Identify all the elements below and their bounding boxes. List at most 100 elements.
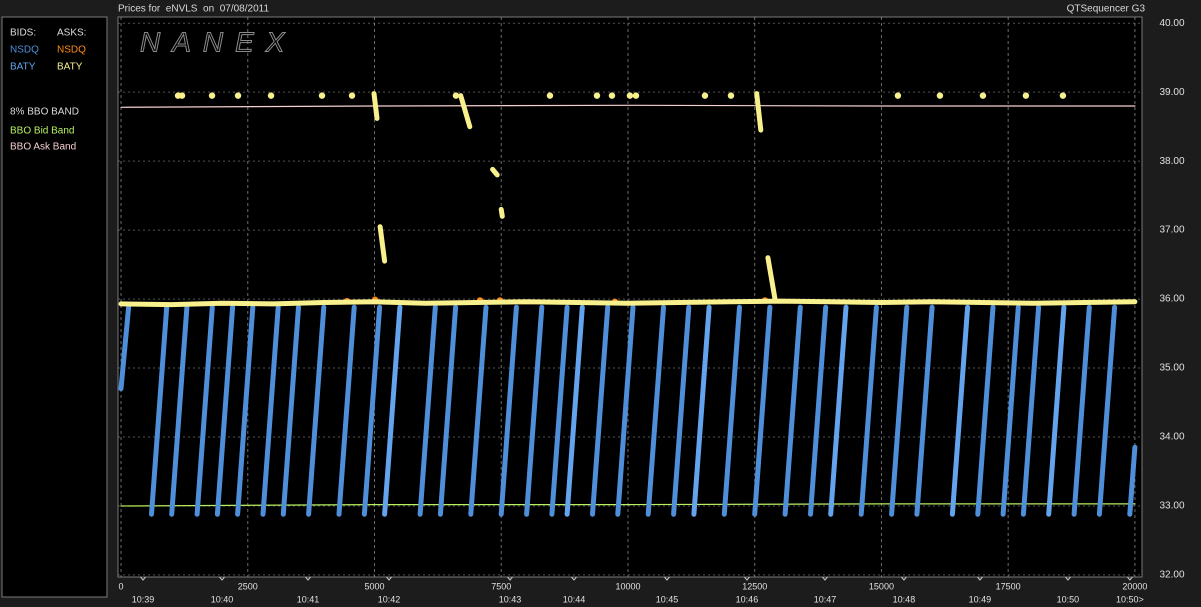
y-tick-label: 32.00: [1159, 570, 1184, 581]
time-tick-mark: [1065, 576, 1071, 581]
price-line: [1071, 304, 1092, 517]
time-tick-label: 10:49: [969, 594, 992, 604]
price-line: [468, 304, 489, 517]
time-tick-label: 10:39: [132, 594, 155, 604]
data-point: [979, 92, 987, 99]
time-tick-mark: [901, 576, 907, 581]
price-line: [671, 304, 692, 517]
price-line: [118, 298, 1138, 308]
price-line: [498, 206, 505, 219]
price-line: [615, 304, 636, 517]
price-line: [721, 304, 742, 517]
band-line: [120, 104, 1136, 108]
time-tick-mark: [571, 576, 577, 581]
time-tick-label: 10:43: [499, 594, 522, 604]
data-point: [546, 92, 554, 99]
price-line: [214, 304, 236, 517]
chart-title: Prices for eNVLS on 07/08/2011: [118, 4, 269, 15]
band-line: [120, 503, 1136, 507]
legend-header: 8% BBO BAND: [10, 107, 79, 118]
price-line: [149, 304, 170, 517]
time-tick-label: 10:45: [656, 594, 679, 604]
time-tick-label: 10:44: [563, 594, 586, 604]
price-line: [828, 304, 849, 517]
data-point: [1022, 92, 1030, 99]
price-line: [889, 304, 910, 517]
time-tick-mark: [1126, 576, 1133, 581]
price-line: [280, 304, 301, 517]
price-line: [336, 304, 357, 517]
price-line: [417, 304, 438, 517]
price-line: [782, 304, 803, 517]
legend-entry: NSDQ: [57, 45, 86, 56]
data-point: [608, 92, 616, 99]
data-point: [894, 92, 902, 99]
price-line: [1127, 444, 1138, 517]
time-tick-mark: [977, 576, 983, 581]
x-tick-label: 10000: [615, 581, 640, 591]
x-tick-label: 2500: [238, 581, 258, 591]
y-tick-label: 35.00: [1159, 363, 1184, 374]
price-line: [549, 304, 570, 517]
price-line: [458, 93, 473, 130]
price-line: [118, 304, 132, 392]
y-tick-label: 38.00: [1159, 156, 1184, 167]
data-point: [267, 92, 275, 99]
legend-entry: NSDQ: [10, 45, 39, 56]
y-tick-label: 36.00: [1159, 294, 1184, 305]
price-line: [377, 224, 388, 264]
legend-entry: BATY: [57, 62, 83, 73]
data-point: [701, 92, 709, 99]
time-tick-label: 10:40: [211, 594, 234, 604]
watermark: NANEX: [140, 26, 296, 57]
time-tick-mark: [386, 576, 392, 581]
time-tick-mark: [305, 576, 311, 581]
time-tick-mark: [507, 576, 513, 581]
price-line: [691, 304, 712, 517]
time-tick-label: 10:46: [736, 594, 759, 604]
data-point: [936, 92, 944, 99]
price-line: [975, 304, 996, 517]
price-line: [1096, 304, 1118, 517]
data-point: [593, 92, 601, 99]
time-tick-label: 10:48: [893, 594, 916, 604]
time-tick-mark: [664, 576, 670, 581]
price-line: [752, 304, 773, 517]
price-line: [1020, 304, 1042, 517]
price-line: [498, 304, 519, 517]
time-tick-label: 10:42: [378, 594, 401, 604]
price-line: [765, 255, 778, 302]
price-line: [1000, 304, 1021, 517]
data-point: [452, 92, 460, 99]
price-line: [371, 91, 380, 121]
x-tick-label: 0: [119, 581, 124, 591]
price-line: [306, 304, 327, 517]
price-line: [194, 304, 215, 517]
legend-entry: BBO Bid Band: [10, 126, 74, 137]
x-tick-label: 17500: [996, 581, 1021, 591]
time-tick-label: 10:47: [814, 594, 837, 604]
legend-entry: BATY: [10, 62, 36, 73]
legend-panel: [1, 16, 108, 598]
plot-area: [117, 16, 1143, 578]
price-line: [858, 304, 879, 517]
data-point: [234, 92, 242, 99]
price-line: [564, 304, 585, 517]
data-point: [1059, 92, 1067, 99]
price-line: [914, 304, 935, 517]
price-line: [524, 304, 545, 517]
y-tick-label: 34.00: [1159, 432, 1184, 443]
x-tick-label: 12500: [742, 581, 767, 591]
time-tick-mark: [822, 576, 828, 581]
data-point: [318, 92, 326, 99]
x-tick-label: 5000: [364, 581, 384, 591]
app-label: QTSequencer G3: [1067, 4, 1146, 15]
price-line: [169, 304, 190, 517]
price-line: [1046, 304, 1067, 517]
time-tick-label: 10:50>: [1116, 594, 1144, 604]
legend-header: ASKS:: [57, 28, 86, 39]
time-tick-mark: [140, 576, 146, 581]
price-line: [590, 304, 611, 517]
price-line: [235, 304, 256, 517]
